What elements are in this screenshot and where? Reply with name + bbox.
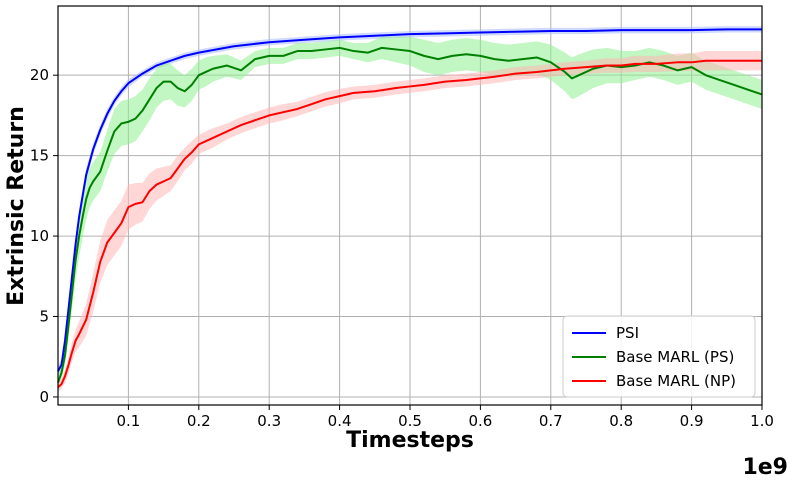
x-tick-label: 0.1 [116, 412, 140, 430]
series-lines [57, 28, 763, 389]
y-tick-label: 5 [39, 308, 49, 326]
x-axis-offset-label: 1e9 [742, 455, 788, 480]
psi-line [57, 28, 762, 372]
x-tick-label: 0.8 [609, 412, 633, 430]
x-tick-label: 0.6 [468, 412, 492, 430]
legend-label-psi: PSI [616, 324, 639, 342]
y-tick-label: 0 [39, 388, 49, 406]
legend-label-base-marl-ps: Base MARL (PS) [616, 348, 734, 366]
base-marl-np-line [57, 59, 762, 389]
x-axis-ticks: 0.1 0.2 0.3 0.4 0.5 0.6 0.7 0.8 0.9 1.0 [116, 405, 774, 430]
base-marl-ps-confidence-band [58, 36, 762, 388]
x-tick-label: 0.3 [257, 412, 281, 430]
x-tick-label: 0.9 [680, 412, 704, 430]
legend-label-base-marl-np: Base MARL (NP) [616, 372, 736, 390]
y-tick-label: 15 [30, 147, 49, 165]
y-tick-label: 20 [30, 66, 49, 84]
y-tick-label: 10 [30, 227, 49, 245]
x-tick-label: 0.2 [187, 412, 211, 430]
confidence-bands [58, 26, 762, 393]
x-tick-label: 0.4 [328, 412, 352, 430]
x-tick-label: 0.5 [398, 412, 422, 430]
y-axis-label: Extrinsic Return [4, 106, 29, 306]
x-tick-label: 0.7 [539, 412, 563, 430]
y-axis-ticks: 0 5 10 15 20 [30, 66, 58, 406]
x-tick-label: 1.0 [750, 412, 774, 430]
x-axis-label: Timesteps [346, 428, 474, 453]
legend: PSI Base MARL (PS) Base MARL (NP) [562, 315, 756, 398]
legend-box [562, 315, 756, 398]
